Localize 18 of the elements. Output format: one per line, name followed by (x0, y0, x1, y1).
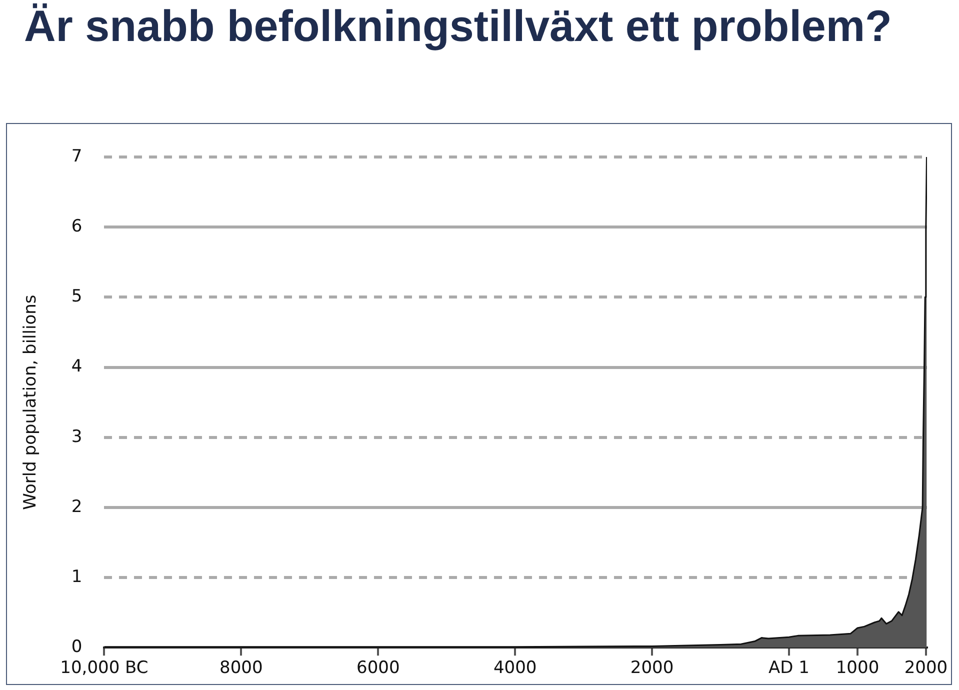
x-tick-label: 6000 (356, 658, 400, 678)
y-tick-label: 4 (71, 356, 82, 377)
x-tick-label: 8000 (220, 658, 263, 678)
y-tick-label: 2 (71, 496, 82, 517)
x-tick-label: AD 1 (768, 658, 810, 678)
y-tick-label: 5 (71, 286, 82, 307)
x-tick-label: 4000 (493, 658, 537, 678)
x-tick-label: 1000 (836, 658, 880, 678)
y-tick-label: 1 (71, 566, 82, 587)
y-tick-label: 0 (71, 637, 82, 658)
y-tick-label: 6 (71, 216, 82, 237)
y-tick-label: 7 (71, 146, 82, 166)
x-tick-label: 2000 (630, 658, 674, 678)
y-axis-title: World population, billions (20, 294, 41, 510)
x-tick-label: 10,000 BC (60, 658, 148, 678)
y-tick-label: 3 (71, 426, 82, 447)
chart-title: Är snabb befolkningstillväxt ett problem? (24, 1, 892, 53)
x-tick-label: 2000 (904, 658, 948, 678)
